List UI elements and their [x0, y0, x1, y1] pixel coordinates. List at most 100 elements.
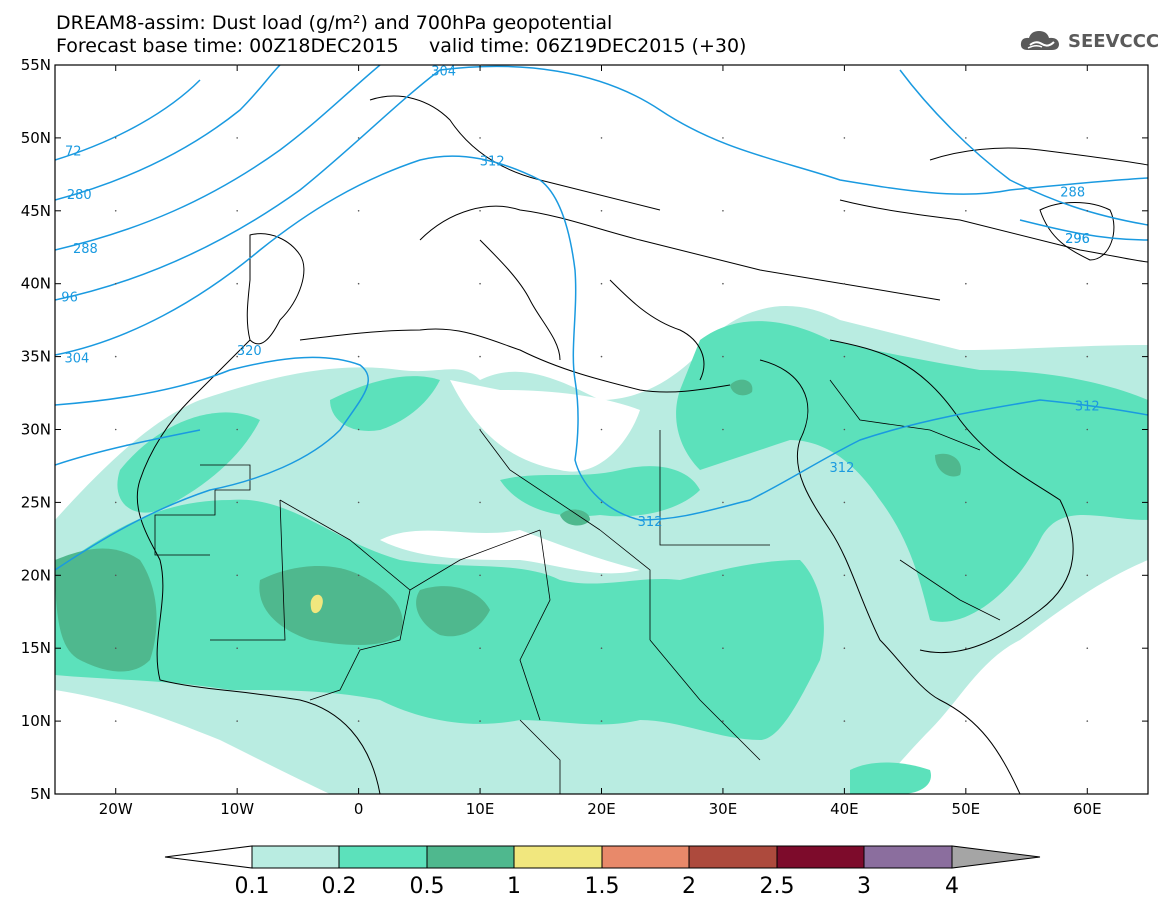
colorbar-segment	[601, 845, 690, 869]
contour-label: 320	[237, 344, 262, 359]
grid-dot	[236, 355, 238, 358]
dust-area-high	[416, 586, 490, 637]
grid-dot	[1086, 574, 1089, 577]
grid-dot	[600, 647, 603, 649]
grid-dot	[114, 210, 117, 212]
dust-area-high	[259, 565, 403, 645]
grid-dot	[357, 574, 360, 577]
grid-dot	[479, 282, 481, 285]
grid-dot	[843, 355, 846, 358]
colorbar-segment	[776, 845, 865, 869]
lon-label: 30E	[709, 800, 738, 818]
contour-label: 296	[1065, 232, 1090, 247]
lon-label: 10E	[466, 800, 495, 818]
dust-gap	[450, 380, 640, 472]
lat-label: 30N	[21, 421, 51, 439]
grid-dot	[236, 282, 238, 285]
grid-dot	[114, 137, 117, 139]
grid-dot	[479, 720, 481, 722]
colorbar: 0.1 0.2 0.5 1 1.5 2 2.5 3 4	[164, 845, 1041, 899]
grid-dot	[1086, 137, 1089, 139]
contour-labels: 3043127228028896304320312312312288296296	[61, 64, 1099, 530]
grid-dot	[114, 501, 117, 504]
lon-label: 20W	[99, 800, 133, 818]
grid-dot	[479, 137, 481, 139]
grid-dot	[965, 647, 967, 649]
dust-area-mid	[500, 466, 700, 517]
grid-dot	[357, 501, 360, 504]
grid-dot	[479, 355, 481, 358]
grid-dot	[114, 720, 117, 722]
grid-dot	[114, 647, 117, 649]
grid-dot	[357, 428, 360, 431]
dust-area-high	[730, 379, 753, 396]
grid-dot	[722, 428, 724, 431]
dust-area-mid	[850, 762, 931, 794]
colorbar-segment	[863, 845, 953, 869]
grid-dot	[236, 210, 238, 212]
grid-dot	[722, 355, 724, 358]
colorbar-label: 0.5	[410, 874, 445, 899]
grid-dot	[722, 574, 724, 577]
grid-dot	[965, 574, 967, 577]
grid-dot	[722, 501, 724, 504]
contour-label: 296	[1065, 232, 1090, 247]
dust-area-high	[55, 548, 157, 672]
grid-dot	[600, 137, 603, 139]
colorbar-segment	[338, 845, 428, 869]
grid-dot	[236, 501, 238, 504]
grid-dot	[600, 355, 603, 358]
colorbar-label: 0.2	[322, 874, 357, 899]
chart-title-line-2: Forecast base time: 00Z18DEC2015 valid t…	[56, 35, 747, 57]
grid-dot	[236, 137, 238, 139]
grid-dot	[114, 574, 117, 577]
grid-dot	[114, 355, 117, 358]
dust-area-high	[560, 509, 590, 526]
grid-dot	[479, 574, 481, 577]
grid-dot	[843, 137, 846, 139]
grid-dot	[965, 720, 967, 722]
contour-label: 304	[64, 352, 89, 367]
contour-label: 72	[65, 144, 82, 159]
grid-dot	[1086, 647, 1089, 649]
lat-label: 25N	[21, 493, 51, 511]
colorbar-label: 1.5	[585, 874, 620, 899]
grid-dot	[479, 501, 481, 504]
grid-dot	[965, 355, 967, 358]
logo-text: SEEVCCC	[1068, 30, 1160, 52]
grid-dot	[600, 501, 603, 504]
lon-label: 40E	[830, 800, 859, 818]
contour-label: 288	[73, 242, 98, 257]
lon-label: 10W	[220, 800, 254, 818]
grid-dot	[722, 137, 724, 139]
grid-dot	[357, 210, 360, 212]
colorbar-label: 3	[857, 874, 871, 899]
grid-dot	[479, 647, 481, 649]
grid-dot	[357, 720, 360, 722]
grid-dot	[965, 210, 967, 212]
contour-label: 96	[61, 290, 78, 305]
grid-dot	[1086, 720, 1089, 722]
colorbar-label: 2	[682, 874, 696, 899]
cloud-icon	[1018, 28, 1064, 54]
contour-label: 312	[830, 461, 855, 476]
dust-gap	[380, 530, 640, 574]
grid-dot	[843, 720, 846, 722]
grid-dot	[600, 428, 603, 431]
geopotential-contours	[55, 65, 1148, 571]
grid-dot	[965, 428, 967, 431]
colorbar-label: 2.5	[760, 874, 795, 899]
colorbar-right-arrow	[951, 845, 1041, 869]
grid-dot	[843, 574, 846, 577]
grid-dot	[600, 720, 603, 722]
coastlines	[136, 95, 1148, 794]
lat-label: 40N	[21, 275, 51, 293]
grid-dot	[1086, 501, 1089, 504]
grid-dot	[600, 574, 603, 577]
grid-dot	[965, 137, 967, 139]
grid-dot	[479, 210, 481, 212]
lat-label: 20N	[21, 566, 51, 584]
colorbar-segment	[513, 845, 603, 869]
lat-label: 45N	[21, 202, 51, 220]
grid-dot	[722, 282, 724, 285]
